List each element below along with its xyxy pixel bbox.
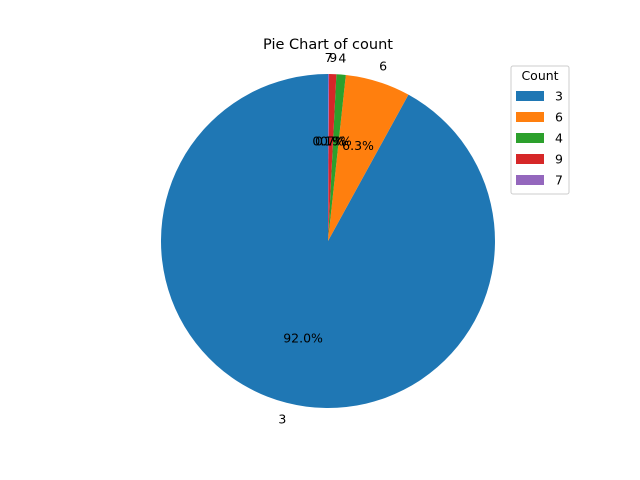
pie-slices [160,73,495,408]
slice-label-6: 6 [379,58,387,73]
legend-label-3: 3 [555,89,563,104]
legend-label-7: 7 [555,173,563,188]
pie-slice-7 [328,73,330,241]
legend-swatch-7 [516,175,544,185]
slice-label-9: 9 [329,50,337,65]
slice-label-7: 7 [325,50,333,65]
legend-title: Count [521,68,558,83]
legend-items: 3 6 4 9 7 [516,89,563,188]
legend-label-9: 9 [555,152,563,167]
percent-label-6: 6.3% [342,138,374,153]
percent-label-4: 0.9% [320,134,352,149]
percent-labels: 92.0% 6.3%0.9%0.7%0.1% [283,133,374,345]
percent-label-9: 0.7% [315,133,347,148]
pie-slice-6 [328,74,409,241]
legend-swatch-4 [516,133,544,143]
legend-swatch-3 [516,91,544,101]
percent-label-3: 92.0% [283,331,323,346]
legend-label-4: 4 [555,131,563,146]
legend-label-6: 6 [555,110,563,125]
slice-label-3: 3 [278,411,286,426]
legend: Count 3 6 4 9 7 [510,65,570,195]
slice-labels: 3 6 497 [278,50,387,427]
pie-slice-3 [160,74,495,408]
legend-swatch-6 [516,112,544,122]
pie-slice-4 [328,74,346,242]
chart-title: Pie Chart of count [263,37,393,53]
legend-swatch-9 [516,154,544,164]
percent-label-7: 0.1% [312,133,344,148]
slice-label-4: 4 [338,50,346,65]
pie-slice-9 [328,74,337,241]
